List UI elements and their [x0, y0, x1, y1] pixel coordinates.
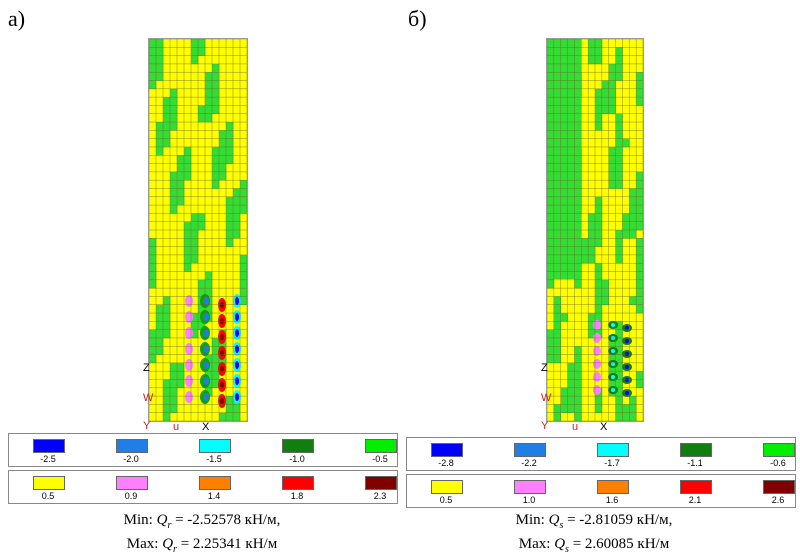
legend-value: -0.6 [770, 458, 786, 468]
legend-value: -1.5 [206, 454, 222, 464]
legend-swatch [763, 480, 795, 494]
axis-y-label-a: Y [143, 420, 151, 432]
axis-x-label-a: X [202, 421, 210, 433]
axis-w-label-a: W [143, 392, 154, 404]
axis-z-label-a: Z [143, 362, 150, 374]
legend-value: 2.1 [688, 495, 702, 505]
legend-swatch [116, 476, 148, 490]
legend-value: 0.9 [124, 491, 138, 501]
legend-value: -2.8 [438, 458, 454, 468]
axis-z-label-b: Z [541, 362, 548, 374]
legend-swatch [365, 439, 397, 453]
legend-value: -1.0 [289, 454, 305, 464]
legend-value: -1.7 [604, 458, 620, 468]
legend-value: 1.4 [207, 491, 221, 501]
legend-swatch [514, 480, 546, 494]
legend-swatch [431, 443, 463, 457]
panel-b-label: б) [408, 6, 427, 31]
legend-value: -0.5 [372, 454, 388, 464]
legend-value: 0.5 [41, 491, 55, 501]
legend-value: -1.1 [687, 458, 703, 468]
legend-swatch [597, 480, 629, 494]
legend-swatch [33, 439, 65, 453]
legend-swatch [763, 443, 795, 457]
axis-w-label-b: W [541, 392, 552, 404]
axis-u-label-a: u [173, 421, 180, 433]
axis-x-label-b: X [600, 421, 608, 433]
caption-b: Min: Qs = -2.81059 кН/м, Max: Qs = 2.600… [515, 512, 673, 555]
legend-swatch [597, 443, 629, 457]
legend-value: -2.2 [521, 458, 537, 468]
legend-negative-a: -2.5 -2.0 -1.5 -1.0 -0.5 [8, 433, 398, 467]
legend-value: 2.6 [771, 495, 785, 505]
legend-value: 2.3 [373, 491, 387, 501]
contour-plot-a [148, 38, 248, 422]
legend-swatch [199, 476, 231, 490]
legend-swatch [33, 476, 65, 490]
legend-value: 1.8 [290, 491, 304, 501]
legend-value: 1.0 [522, 495, 536, 505]
contour-mesh-a [149, 39, 247, 421]
legend-swatch [199, 439, 231, 453]
legend-value: -2.0 [123, 454, 139, 464]
legend-swatch [680, 443, 712, 457]
legend-swatch [431, 480, 463, 494]
legend-value: 1.6 [605, 495, 619, 505]
legend-swatch [282, 476, 314, 490]
legend-swatch [365, 476, 397, 490]
legend-swatch [680, 480, 712, 494]
legend-positive-b: 0.5 1.0 1.6 2.1 2.6 [406, 474, 796, 508]
axis-u-label-b: u [572, 421, 579, 433]
legend-positive-a: 0.5 0.9 1.4 1.8 2.3 [8, 470, 398, 504]
legend-swatch [116, 439, 148, 453]
axis-y-label-b: Y [541, 420, 549, 432]
legend-value: 0.5 [439, 495, 453, 505]
legend-swatch [282, 439, 314, 453]
legend-value: -2.5 [40, 454, 56, 464]
caption-a: Min: Qr = -2.52578 кН/м, Max: Qr = 2.253… [123, 512, 281, 555]
legend-swatch [514, 443, 546, 457]
panel-a-label: а) [8, 6, 26, 31]
contour-plot-b [546, 38, 644, 422]
contour-mesh-b [547, 39, 643, 421]
legend-negative-b: -2.8 -2.2 -1.7 -1.1 -0.6 [406, 437, 796, 471]
